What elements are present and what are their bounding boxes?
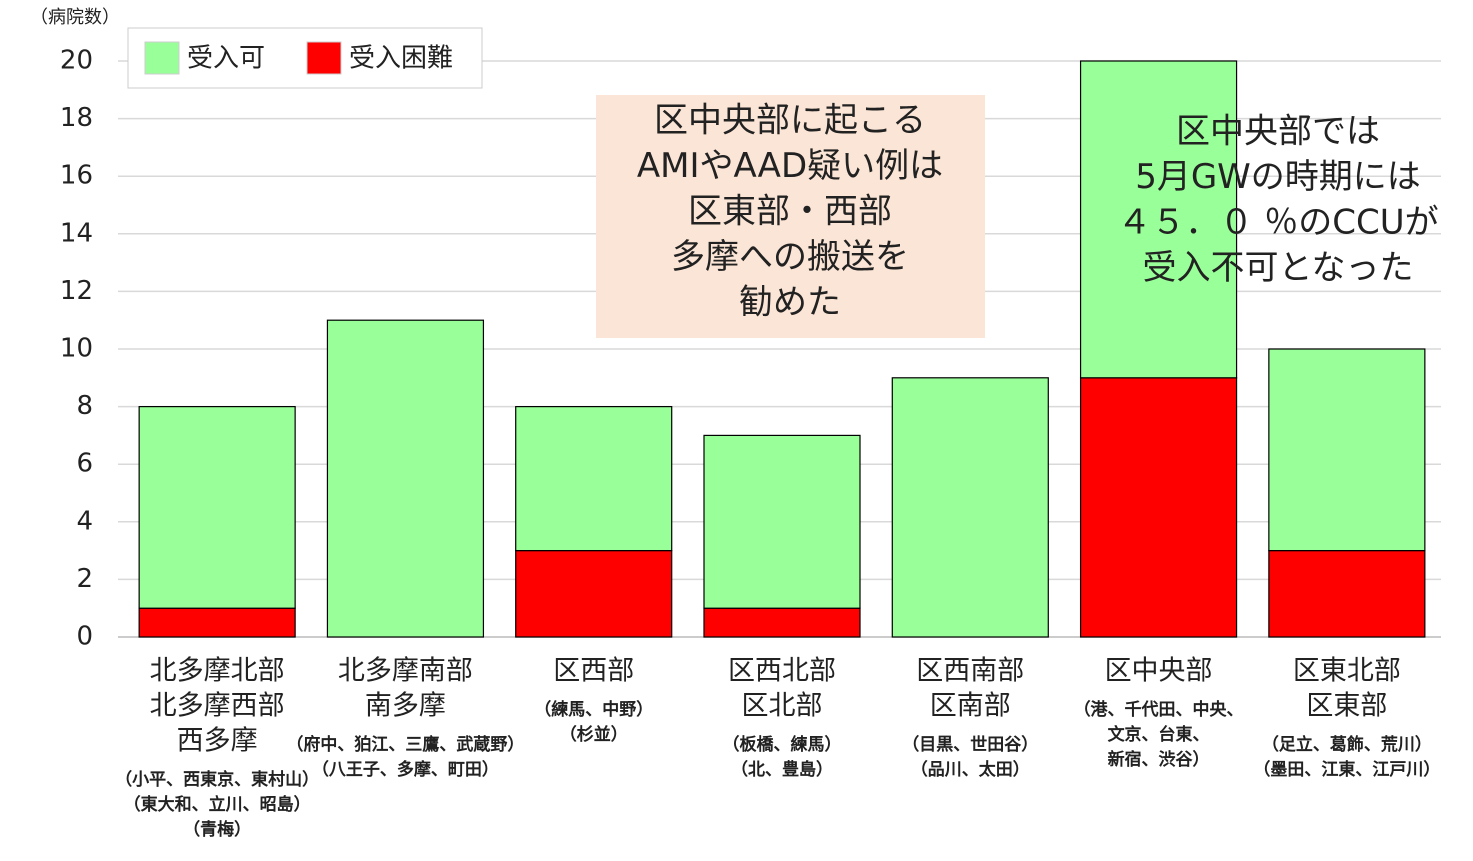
y-tick-label: 4: [76, 506, 93, 536]
legend-swatch: [306, 41, 342, 75]
x-tick-label: 区中央部: [1105, 656, 1213, 687]
legend-label: 受入困難: [349, 44, 453, 74]
y-tick-label: 16: [60, 161, 93, 191]
y-tick-label: 0: [76, 622, 93, 652]
y-tick-label: 2: [76, 564, 93, 594]
bar-segment: [1268, 348, 1426, 552]
annotation-text: 5月GWの時期には: [1135, 157, 1421, 197]
category-note: 文京、台東、: [1108, 724, 1210, 745]
x-tick-label: 北多摩西部: [150, 691, 285, 722]
x-tick-label: 南多摩: [365, 691, 446, 722]
x-tick-label: 区西南部: [916, 656, 1024, 687]
annotation-text: 受入不可となった: [1143, 248, 1414, 288]
bar-segment: [891, 377, 1049, 638]
legend-box: [127, 27, 483, 89]
legend-label: 受入可: [187, 44, 265, 74]
annotation-text: 区中央部では: [1176, 112, 1380, 152]
annotation-text: 区東部・西部: [688, 192, 892, 232]
annotation-box: [596, 95, 985, 338]
bar-segment: [138, 406, 296, 609]
category-note: （品川、太田）: [911, 759, 1030, 780]
x-tick-label: 北多摩北部: [150, 656, 285, 687]
category-note: （港、千代田、中央、: [1074, 699, 1244, 720]
category-note: （足立、葛飾、荒川）: [1262, 734, 1432, 755]
category-note: （目黒、世田谷）: [902, 734, 1038, 755]
y-tick-label: 8: [76, 391, 93, 421]
y-tick-label: 14: [60, 218, 93, 248]
y-tick-label: 18: [60, 103, 93, 133]
bar-segment: [1079, 60, 1238, 379]
category-note: （墨田、江東、江戸川）: [1253, 759, 1440, 780]
x-tick-label: 区南部: [930, 691, 1011, 722]
annotation-text: 勧めた: [739, 283, 841, 323]
category-note: （小平、西東京、東村山）: [115, 769, 319, 790]
category-note: （東大和、立川、昭島）: [124, 794, 311, 815]
category-note: （府中、狛江、三鷹、武蔵野）: [286, 734, 524, 755]
bar-segment: [703, 607, 861, 638]
category-note: （板橋、練馬）: [723, 734, 842, 755]
category-note: （北、豊島）: [731, 759, 833, 780]
bar-segment: [1268, 549, 1426, 638]
bar-segment: [515, 406, 673, 552]
x-tick-label: 区北部: [742, 691, 823, 722]
x-tick-label: 西多摩: [177, 726, 258, 757]
x-tick-label: 区東部: [1306, 691, 1387, 722]
bar-segment: [515, 549, 673, 638]
annotation-text: 区中央部に起こる: [654, 101, 926, 141]
bar-segment: [138, 607, 296, 638]
x-tick-label: 北多摩南部: [338, 656, 473, 687]
annotation-text: ４５．０ ％のCCUが: [1117, 203, 1438, 243]
bar-segment: [703, 434, 861, 609]
x-tick-label: 区東北部: [1293, 656, 1401, 687]
bar-segment: [1079, 377, 1238, 638]
x-tick-label: 区西部: [553, 656, 634, 687]
bar-segment: [326, 319, 485, 638]
legend-swatch: [144, 41, 180, 75]
category-note: 新宿、渋谷）: [1108, 749, 1210, 770]
y-tick-label: 10: [60, 334, 93, 364]
y-tick-label: 20: [60, 46, 93, 76]
x-tick-label: 区西北部: [728, 656, 836, 687]
y-tick-label: 12: [60, 276, 93, 306]
annotation-text: AMIやAAD疑い例は: [637, 146, 943, 186]
y-tick-label: 6: [76, 449, 93, 479]
category-note: （八王子、多摩、町田）: [312, 759, 499, 780]
y-unit-label: （病院数）: [30, 7, 120, 28]
category-note: （青梅）: [183, 819, 251, 840]
annotation-text: 多摩への搬送を: [671, 237, 909, 277]
category-note: （練馬、中野）: [534, 699, 653, 720]
category-note: （杉並）: [560, 724, 628, 745]
